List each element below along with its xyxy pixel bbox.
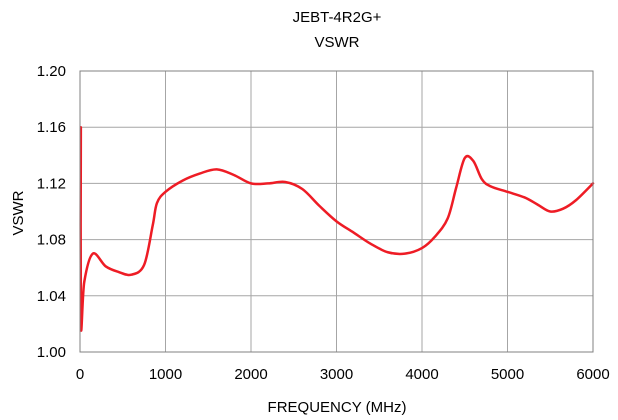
x-tick-label: 5000	[491, 366, 524, 383]
x-tick-label: 4000	[405, 366, 438, 383]
y-tick-label: 1.04	[37, 288, 66, 305]
x-tick-label: 0	[76, 366, 84, 383]
series-layer	[79, 125, 595, 332]
y-axis-label: VSWR	[10, 190, 27, 235]
y-tick-label: 1.08	[37, 232, 66, 249]
x-tick-label: 6000	[576, 366, 609, 383]
plot-frame	[79, 70, 594, 353]
x-axis-label: FREQUENCY (MHz)	[268, 399, 407, 416]
y-tick-label: 1.00	[37, 344, 66, 361]
x-tick-label: 3000	[320, 366, 353, 383]
vswr-series-line	[79, 125, 595, 332]
x-axis-ticks: 0 1000 2000 3000 4000 5000 6000	[76, 366, 610, 383]
y-axis-ticks: 1.00 1.04 1.08 1.12 1.16 1.20	[37, 63, 66, 361]
grid	[79, 70, 594, 353]
chart-subtitle: VSWR	[315, 34, 360, 51]
y-tick-label: 1.16	[37, 119, 66, 136]
x-tick-label: 1000	[149, 366, 182, 383]
y-tick-label: 1.20	[37, 63, 66, 80]
chart-title: JEBT-4R2G+	[293, 9, 382, 26]
x-tick-label: 2000	[234, 366, 267, 383]
y-tick-label: 1.12	[37, 175, 66, 192]
